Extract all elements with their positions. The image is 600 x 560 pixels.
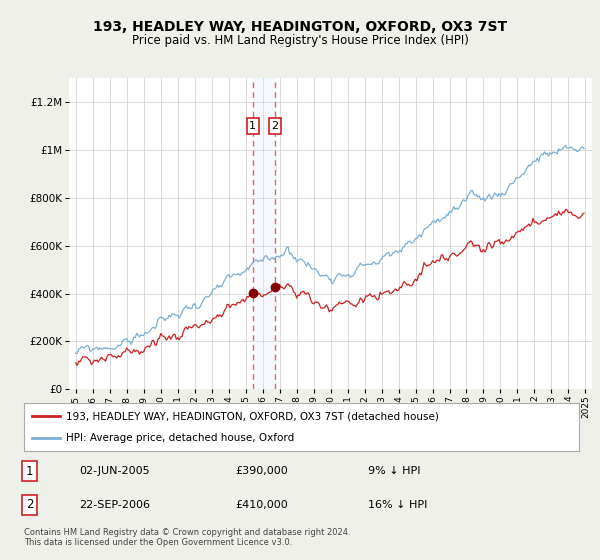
Text: £390,000: £390,000: [235, 466, 287, 476]
Text: 1: 1: [26, 465, 34, 478]
Text: 16% ↓ HPI: 16% ↓ HPI: [368, 500, 427, 510]
Text: 193, HEADLEY WAY, HEADINGTON, OXFORD, OX3 7ST: 193, HEADLEY WAY, HEADINGTON, OXFORD, OX…: [93, 20, 507, 34]
Text: 193, HEADLEY WAY, HEADINGTON, OXFORD, OX3 7ST (detached house): 193, HEADLEY WAY, HEADINGTON, OXFORD, OX…: [65, 411, 439, 421]
Text: £410,000: £410,000: [235, 500, 287, 510]
Text: 1: 1: [249, 121, 256, 131]
Bar: [253, 78, 275, 389]
Text: 22-SEP-2006: 22-SEP-2006: [79, 500, 151, 510]
Text: Contains HM Land Registry data © Crown copyright and database right 2024.
This d: Contains HM Land Registry data © Crown c…: [24, 528, 350, 547]
Text: 2: 2: [271, 121, 278, 131]
Text: 2: 2: [26, 498, 34, 511]
Text: Price paid vs. HM Land Registry's House Price Index (HPI): Price paid vs. HM Land Registry's House …: [131, 34, 469, 46]
Text: 02-JUN-2005: 02-JUN-2005: [79, 466, 150, 476]
Text: HPI: Average price, detached house, Oxford: HPI: Average price, detached house, Oxfo…: [65, 433, 294, 443]
Text: 9% ↓ HPI: 9% ↓ HPI: [368, 466, 421, 476]
